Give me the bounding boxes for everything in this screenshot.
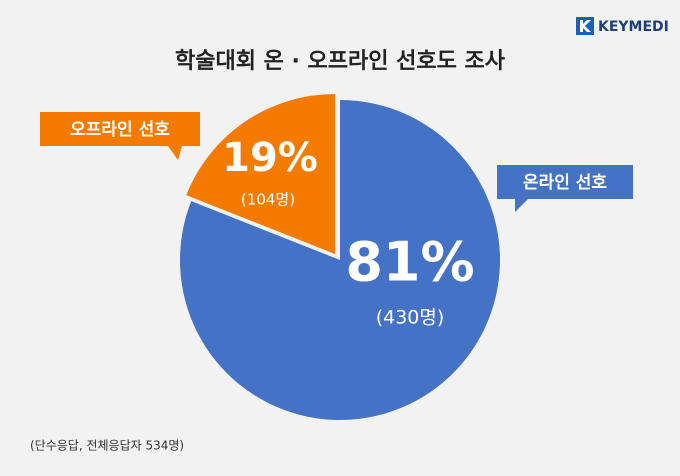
logo-text: KEYMEDI bbox=[598, 19, 669, 35]
count-label: (104명) bbox=[241, 191, 295, 209]
pie-slice bbox=[180, 100, 500, 421]
callout-tail bbox=[515, 199, 528, 212]
count-label: (430명) bbox=[376, 307, 445, 329]
logo: KEYMEDI bbox=[576, 17, 669, 35]
callout-box bbox=[40, 112, 200, 146]
footnote: (단수응답, 전체응답자 534명) bbox=[30, 439, 184, 453]
value-label: 19% bbox=[222, 135, 318, 181]
callout-tail bbox=[168, 146, 182, 160]
chart-title: 학술대회 온 · 오프라인 선호도 조사 bbox=[175, 49, 506, 74]
callout-box bbox=[497, 165, 633, 199]
pie-slice bbox=[186, 94, 335, 254]
callout-label: 오프라인 선호 bbox=[70, 120, 170, 140]
value-label: 81% bbox=[345, 231, 474, 294]
logo-icon-k bbox=[580, 20, 591, 32]
callout-label: 온라인 선호 bbox=[523, 173, 607, 193]
